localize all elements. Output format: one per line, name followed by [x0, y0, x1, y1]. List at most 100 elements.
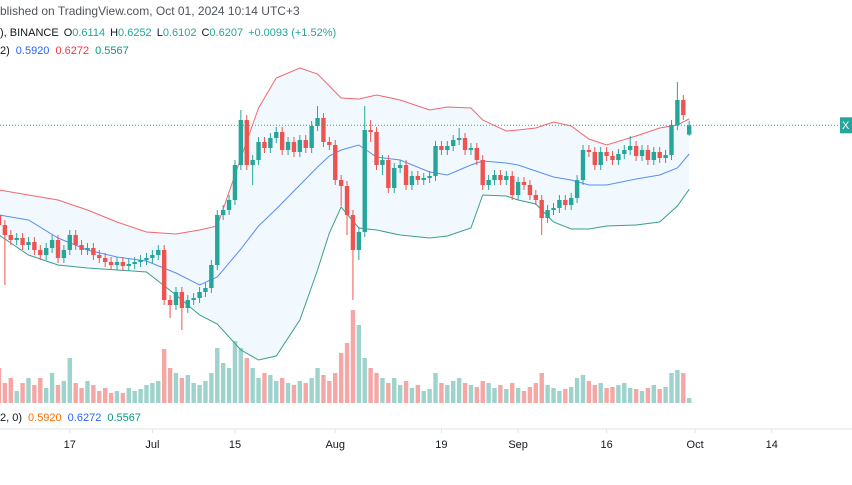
bb-legend-value: 0.5920	[16, 45, 50, 57]
volume-bar	[663, 387, 668, 403]
candle-body	[574, 180, 580, 198]
volume-bar	[197, 385, 202, 403]
candle-body	[238, 120, 244, 165]
candle-body	[515, 182, 521, 195]
symbol-suffix: ), BINANCE	[0, 27, 59, 39]
volume-bar	[498, 385, 503, 403]
candle-body	[333, 145, 338, 180]
candle-body	[374, 132, 379, 165]
candle-body	[451, 140, 456, 146]
volume-bar	[14, 391, 19, 403]
volume-bar	[173, 373, 179, 403]
volume-bar	[161, 349, 167, 403]
candle-body	[309, 126, 314, 148]
volume-bar	[480, 381, 485, 403]
volume-bar	[451, 381, 456, 403]
candle-body	[315, 118, 320, 126]
band-line	[0, 67, 690, 235]
candle-body	[185, 300, 190, 308]
candle-body	[102, 258, 108, 262]
volume-bar	[38, 378, 43, 403]
volume-bar	[486, 383, 491, 403]
candle-body	[686, 125, 692, 135]
candle-body	[215, 215, 220, 265]
candle-body	[510, 176, 515, 195]
candle-body	[563, 200, 568, 205]
candle-body	[126, 264, 131, 266]
candle-body	[350, 215, 356, 250]
candle-body	[167, 300, 173, 305]
candle-body	[73, 235, 78, 245]
volume-bar	[368, 368, 373, 403]
candle-body	[138, 260, 143, 262]
symbol-legend: ), BINANCE O0.6114 H0.6252 L0.6102 C0.6207 +0…	[0, 27, 336, 39]
ohlc-label: C	[201, 27, 209, 39]
candle-body	[403, 165, 409, 185]
candle-body	[209, 265, 214, 288]
bb-legend-value: 0.5567	[95, 45, 129, 57]
volume-bar	[551, 388, 556, 403]
candle-body	[132, 262, 137, 264]
volume-bar	[85, 381, 90, 403]
candle-body	[397, 165, 403, 168]
volume-bar	[415, 385, 421, 403]
volume-bar	[144, 385, 149, 403]
volume-bar	[291, 385, 297, 403]
candle-body	[108, 262, 114, 265]
volume-bar	[333, 373, 338, 403]
volume-bar	[8, 378, 13, 403]
candle-body	[32, 242, 37, 250]
candle-body	[580, 150, 586, 180]
volume-bar	[468, 385, 474, 403]
volume-bar	[563, 389, 568, 403]
volume-bar	[533, 383, 539, 403]
candle-body	[55, 240, 61, 258]
candle-body	[203, 288, 208, 292]
volume-bar	[132, 391, 137, 403]
volume-bar	[604, 388, 609, 403]
candle-body	[285, 142, 291, 150]
volume-bar	[256, 378, 261, 403]
volume-legend-value: 0.5567	[107, 412, 141, 424]
x-tick-label: 16	[600, 439, 612, 451]
candle-body	[8, 235, 13, 240]
volume-bar	[20, 383, 25, 403]
candle-body	[604, 152, 609, 156]
candle-body	[61, 250, 67, 258]
candle-body	[616, 154, 621, 160]
volume-bar	[622, 383, 627, 403]
volume-legend: 2, 0) 0.5920 0.6272 0.5567	[0, 412, 141, 424]
volume-bar	[681, 373, 686, 403]
volume-bar	[73, 383, 78, 403]
candle-body	[439, 146, 444, 150]
candle-body	[480, 160, 485, 185]
ohlc-label: H	[110, 27, 118, 39]
volume-bar	[374, 373, 379, 403]
candle-body	[427, 176, 432, 178]
x-tick-label: Oct	[687, 439, 704, 451]
volume-bar	[232, 341, 238, 403]
volume-bar	[474, 387, 480, 403]
volume-bar	[338, 353, 344, 403]
candle-body	[639, 150, 645, 156]
x-tick-label: 17	[64, 439, 76, 451]
candle-body	[344, 186, 350, 215]
candle-body	[498, 175, 503, 180]
ohlc-value: 0.6102	[163, 27, 197, 39]
candle-body	[114, 262, 120, 265]
candle-body	[297, 140, 303, 152]
candle-body	[380, 160, 385, 165]
volume-bar	[616, 385, 621, 403]
x-tick-label: 15	[229, 439, 241, 451]
bb-legend-prefix: 2)	[0, 45, 10, 57]
volume-bar	[167, 368, 173, 403]
volume-bar	[627, 388, 633, 403]
volume-bar	[504, 389, 509, 403]
candle-body	[421, 178, 426, 180]
volume-bar	[67, 358, 72, 403]
candle-body	[663, 155, 668, 158]
candle-body	[262, 142, 267, 148]
volume-bar	[510, 383, 515, 403]
volume-bar	[586, 381, 592, 403]
